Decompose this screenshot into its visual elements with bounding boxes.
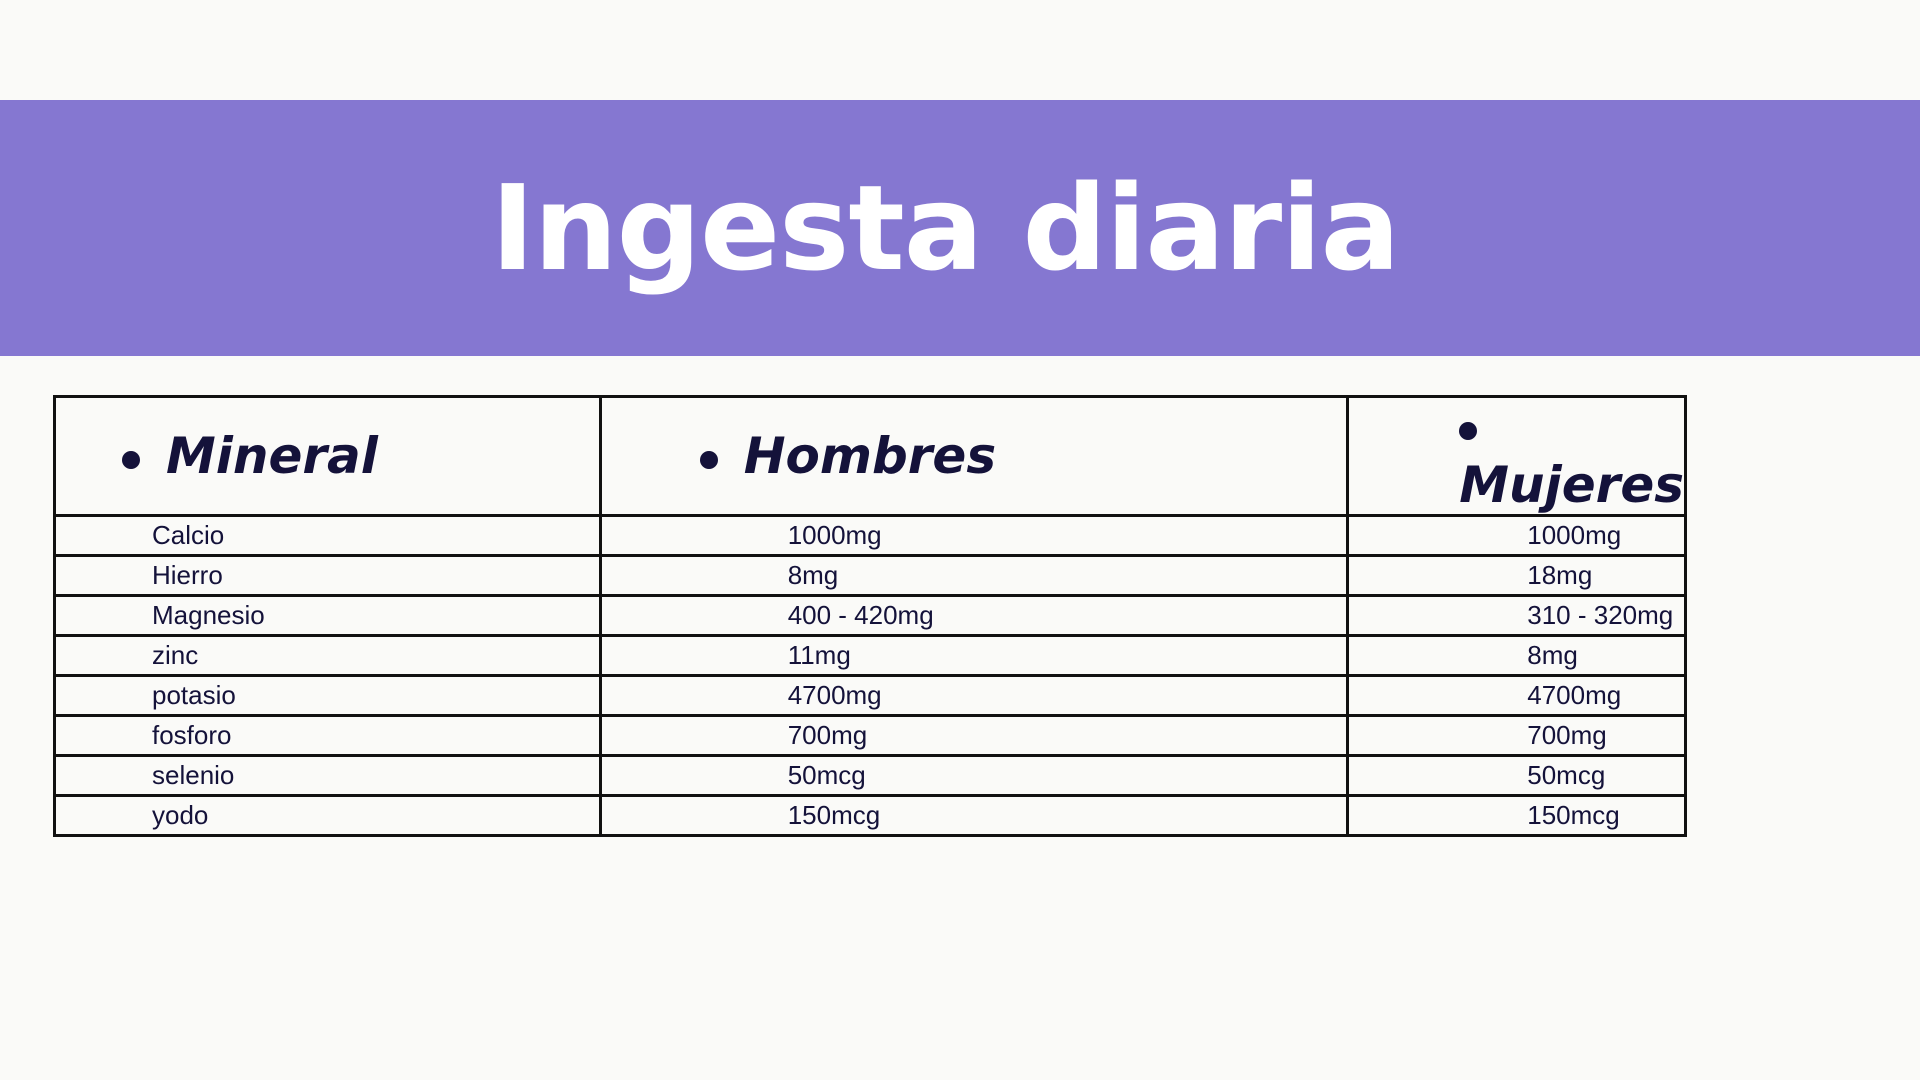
table-cell: 11mg bbox=[598, 634, 1350, 677]
table-cell: 8mg bbox=[598, 554, 1350, 597]
table-cell: Magnesio bbox=[53, 594, 602, 637]
column-header-label: Mujeres bbox=[1459, 456, 1684, 514]
column-header: Mineral bbox=[53, 395, 602, 517]
title-banner: Ingesta diaria bbox=[0, 100, 1920, 356]
table-row: potasio 4700mg 4700mg bbox=[53, 674, 1687, 717]
table-cell: 50mcg bbox=[598, 754, 1350, 797]
column-header-label: Mineral bbox=[166, 427, 378, 485]
table-row: Calcio 1000mg 1000mg bbox=[53, 514, 1687, 557]
bullet-icon bbox=[699, 450, 718, 469]
table-cell: 150mcg bbox=[1346, 794, 1687, 837]
table-cell: 8mg bbox=[1346, 634, 1687, 677]
table-cell: 400 - 420mg bbox=[598, 594, 1350, 637]
bullet-icon bbox=[122, 450, 140, 469]
page-title: Ingesta diaria bbox=[490, 159, 1401, 297]
table-row: zinc 11mg 8mg bbox=[53, 634, 1687, 677]
table-cell: 150mcg bbox=[598, 794, 1350, 837]
table-cell: fosforo bbox=[53, 714, 602, 757]
table-cell: 1000mg bbox=[1346, 514, 1687, 557]
table-cell: 310 - 320mg bbox=[1346, 594, 1687, 637]
table-cell: potasio bbox=[53, 674, 602, 717]
header-row: Mineral Hombres Mujeres bbox=[53, 395, 1687, 517]
table-cell: 50mcg bbox=[1346, 754, 1687, 797]
table-cell: 700mg bbox=[1346, 714, 1687, 757]
table-row: selenio 50mcg 50mcg bbox=[53, 754, 1687, 797]
column-header-label: Hombres bbox=[743, 427, 997, 485]
table-cell: 4700mg bbox=[1346, 674, 1687, 717]
table-row: yodo 150mcg 150mcg bbox=[53, 794, 1687, 837]
bullet-icon bbox=[1459, 421, 1478, 440]
table-cell: 18mg bbox=[1346, 554, 1687, 597]
table-row: Hierro 8mg 18mg bbox=[53, 554, 1687, 597]
table-cell: yodo bbox=[53, 794, 602, 837]
intake-table: Mineral Hombres Mujeres Calcio 1000mg 1000mg… bbox=[53, 395, 1687, 837]
table-row: fosforo 700mg 700mg bbox=[53, 714, 1687, 757]
table-cell: 700mg bbox=[598, 714, 1350, 757]
column-header: Hombres bbox=[598, 395, 1350, 517]
column-header: Mujeres bbox=[1346, 395, 1687, 517]
table-cell: Hierro bbox=[53, 554, 602, 597]
table-cell: zinc bbox=[53, 634, 602, 677]
table-cell: Calcio bbox=[53, 514, 602, 557]
table-cell: 1000mg bbox=[598, 514, 1350, 557]
table-cell: selenio bbox=[53, 754, 602, 797]
table-cell: 4700mg bbox=[598, 674, 1350, 717]
table-row: Magnesio 400 - 420mg 310 - 320mg bbox=[53, 594, 1687, 637]
